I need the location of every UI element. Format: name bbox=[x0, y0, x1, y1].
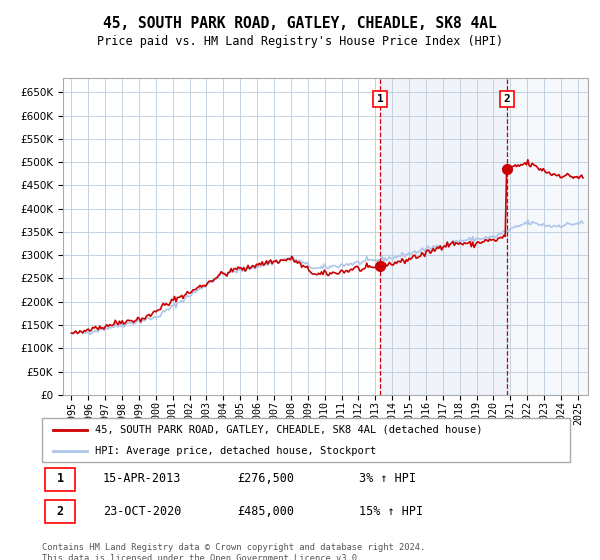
Bar bbox=[507, 78, 588, 395]
Text: Price paid vs. HM Land Registry's House Price Index (HPI): Price paid vs. HM Land Registry's House … bbox=[97, 35, 503, 48]
Text: 1: 1 bbox=[377, 94, 383, 104]
Text: 1: 1 bbox=[56, 473, 64, 486]
Text: HPI: Average price, detached house, Stockport: HPI: Average price, detached house, Stoc… bbox=[95, 446, 376, 456]
Text: 23-OCT-2020: 23-OCT-2020 bbox=[103, 505, 181, 517]
Text: 2: 2 bbox=[56, 505, 64, 517]
Text: 3% ↑ HPI: 3% ↑ HPI bbox=[359, 473, 416, 486]
FancyBboxPatch shape bbox=[44, 500, 75, 524]
Text: 15-APR-2013: 15-APR-2013 bbox=[103, 473, 181, 486]
Bar bbox=[380, 78, 507, 395]
Text: £276,500: £276,500 bbox=[238, 473, 295, 486]
FancyBboxPatch shape bbox=[42, 418, 570, 462]
Text: 45, SOUTH PARK ROAD, GATLEY, CHEADLE, SK8 4AL: 45, SOUTH PARK ROAD, GATLEY, CHEADLE, SK… bbox=[103, 16, 497, 31]
Text: 2: 2 bbox=[504, 94, 511, 104]
FancyBboxPatch shape bbox=[44, 468, 75, 491]
Text: 45, SOUTH PARK ROAD, GATLEY, CHEADLE, SK8 4AL (detached house): 45, SOUTH PARK ROAD, GATLEY, CHEADLE, SK… bbox=[95, 424, 482, 435]
Text: 15% ↑ HPI: 15% ↑ HPI bbox=[359, 505, 423, 517]
Text: Contains HM Land Registry data © Crown copyright and database right 2024.
This d: Contains HM Land Registry data © Crown c… bbox=[42, 543, 425, 560]
Text: £485,000: £485,000 bbox=[238, 505, 295, 517]
